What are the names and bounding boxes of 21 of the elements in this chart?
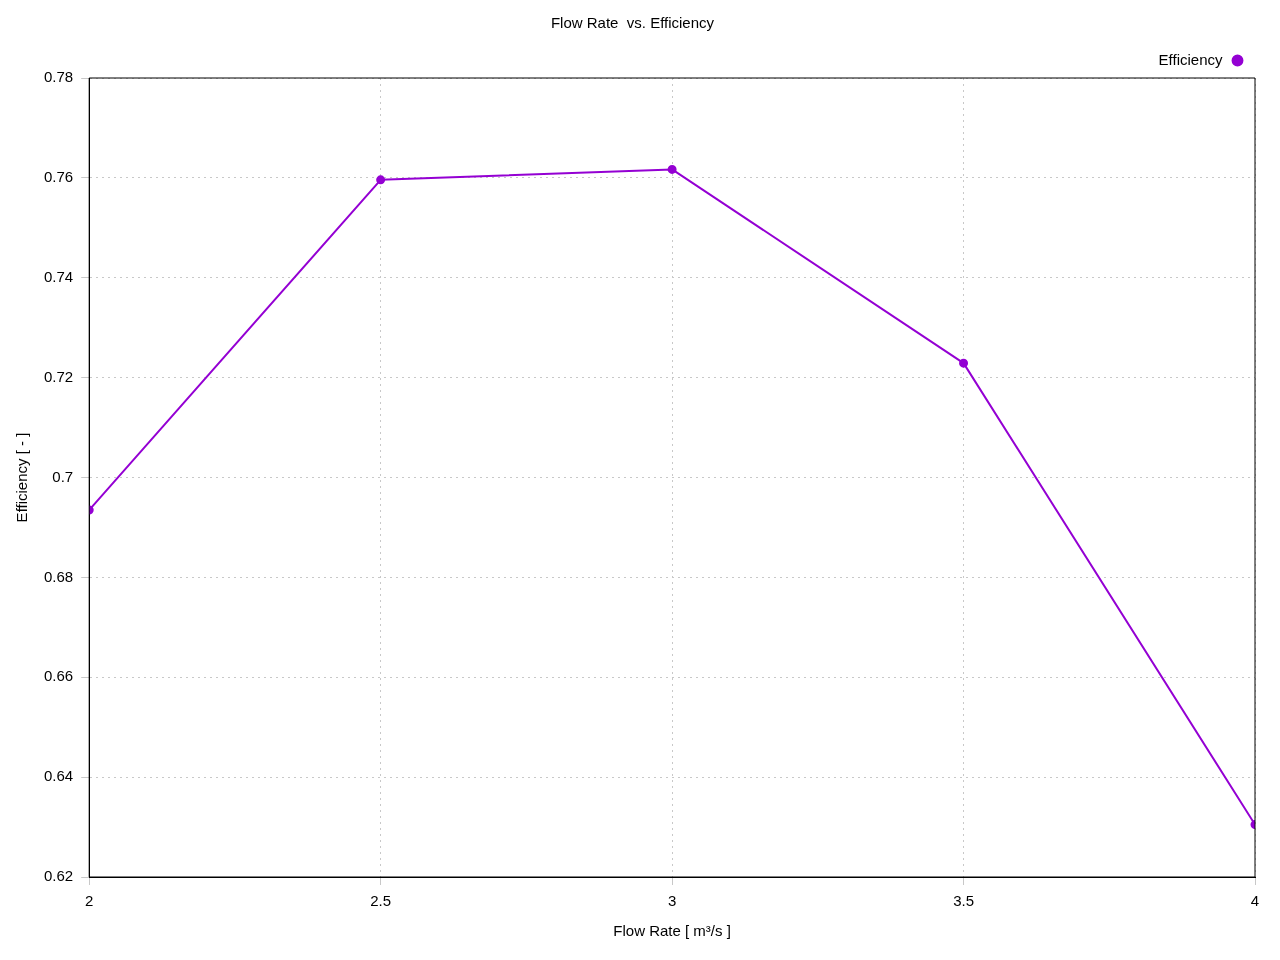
y-tick-label: 0.66 (43, 667, 74, 685)
y-tick-label: 0.72 (43, 367, 74, 385)
point (667, 164, 677, 174)
x-tick-label: 2.5 (370, 892, 392, 910)
x-tick-label: 3.5 (953, 892, 974, 910)
y-tick-label: 0.74 (43, 267, 74, 285)
y-tick-label: 0.7 (52, 467, 74, 485)
point (376, 175, 386, 185)
x-tick-label: 3 (667, 892, 677, 910)
x-tick-label: 4 (1250, 892, 1260, 910)
y-tick-label: 0.76 (43, 168, 74, 186)
y-tick-label: 0.64 (43, 767, 74, 785)
x-tick-label: 2 (85, 892, 94, 910)
y-tick-label: 0.68 (43, 567, 74, 585)
y-axis-title: Efficiency [ - ] (13, 432, 31, 523)
y-tick-label: 0.62 (43, 867, 74, 885)
point (959, 358, 969, 368)
legend-label: Efficiency (1158, 50, 1223, 68)
x-axis-title: Flow Rate [ m³/s ] (613, 922, 731, 940)
chart-title: Flow Rate vs. Efficiency (550, 14, 715, 32)
y-tick-label: 0.78 (43, 68, 74, 86)
